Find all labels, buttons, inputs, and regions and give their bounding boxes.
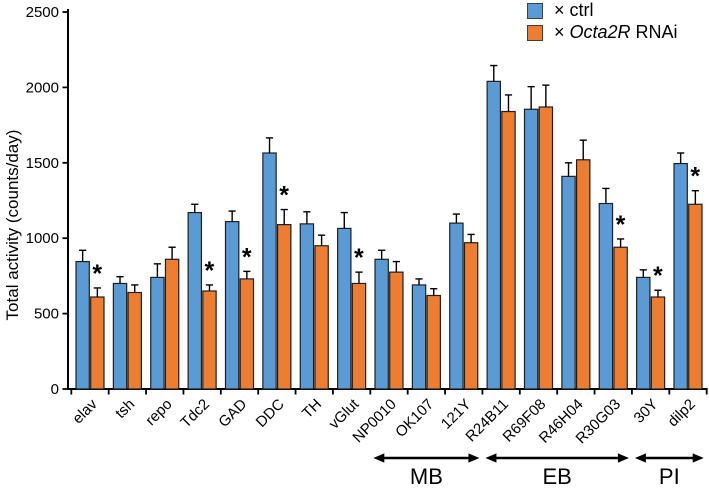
y-tick-label: 2500	[26, 4, 59, 21]
bar-ctrl-R24B11	[486, 80, 502, 390]
legend: × ctrl × Octa2R RNAi	[527, 0, 678, 42]
y-axis-title: Total activity (counts/day)	[3, 129, 22, 321]
bar-rnai-elav	[90, 296, 105, 390]
bar-rnai-vGlut	[351, 282, 367, 390]
arrow-head-left-icon	[634, 453, 646, 463]
bar-ctrl-30Y	[636, 276, 651, 390]
bar-rnai-R69F08	[538, 106, 554, 390]
bar-rnai-30Y	[650, 296, 666, 390]
legend-label-ctrl: × ctrl	[554, 0, 594, 20]
bar-ctrl-DDC	[262, 152, 277, 390]
x-tick-label-tsh: tsh	[112, 396, 138, 422]
bar-rnai-GAD	[239, 278, 255, 390]
significance-asterisk-GAD: *	[242, 243, 252, 271]
significance-asterisk-elav: *	[92, 260, 102, 288]
significance-asterisk-vGlut: *	[354, 244, 364, 272]
arrow-head-left-icon	[373, 453, 385, 463]
legend-cross-symbol: ×	[554, 0, 570, 20]
y-tick-label: 2000	[26, 79, 59, 96]
bar-ctrl-tsh	[112, 282, 128, 390]
group-label-PI: PI	[659, 464, 680, 488]
x-tick-label-repo: repo	[142, 396, 175, 429]
significance-asterisk-R30G03: *	[616, 211, 626, 239]
arrow-head-right-icon	[468, 453, 480, 463]
x-tick-label-Tdc2: Tdc2	[177, 396, 213, 432]
y-tick-label: 500	[34, 306, 59, 323]
bar-ctrl-R30G03	[598, 202, 614, 390]
bar-rnai-R30G03	[613, 246, 628, 390]
y-tick-label: 1000	[26, 230, 59, 247]
bar-ctrl-121Y	[449, 222, 464, 390]
legend-swatch-ctrl-icon	[527, 2, 543, 19]
bar-ctrl-GAD	[224, 221, 240, 390]
bar-rnai-dilp2	[688, 203, 703, 390]
group-label-MB: MB	[410, 464, 443, 488]
bar-rnai-repo	[164, 258, 180, 390]
significance-asterisk-Tdc2: *	[204, 257, 214, 285]
x-tick-label-elav: elav	[69, 395, 101, 427]
bar-ctrl-R46H04	[561, 175, 576, 390]
y-tick-label: 1500	[26, 155, 59, 172]
bar-rnai-NP0010	[389, 271, 404, 390]
x-tick-label-OK107: OK107	[392, 396, 437, 441]
arrow-head-right-icon	[692, 453, 704, 463]
bar-ctrl-NP0010	[374, 258, 389, 390]
bar-ctrl-vGlut	[337, 227, 352, 390]
x-tick-label-30Y: 30Y	[631, 396, 662, 427]
bar-rnai-121Y	[463, 242, 479, 390]
x-tick-label-TH: TH	[299, 396, 325, 422]
legend-label-rnai: × Octa2R RNAi	[554, 22, 678, 42]
legend-item-ctrl: × ctrl	[527, 0, 678, 20]
x-tick-label-dilp2: dilp2	[664, 396, 698, 430]
significance-asterisk-30Y: *	[653, 262, 663, 290]
bar-rnai-R46H04	[575, 159, 591, 390]
bar-ctrl-elav	[75, 260, 90, 390]
bar-ctrl-OK107	[411, 284, 427, 390]
bar-ctrl-Tdc2	[187, 211, 203, 390]
legend-item-octa2r-rnai: × Octa2R RNAi	[527, 22, 678, 42]
group-label-EB: EB	[543, 464, 572, 488]
bar-rnai-tsh	[127, 291, 142, 390]
legend-italic-part: Octa2R	[569, 22, 631, 42]
legend-text: RNAi	[630, 22, 678, 42]
bar-ctrl-R69F08	[523, 108, 539, 390]
y-tick-label: 0	[51, 381, 59, 398]
bar-ctrl-dilp2	[673, 162, 688, 390]
legend-cross-symbol: ×	[554, 22, 570, 42]
bar-rnai-DDC	[276, 224, 292, 390]
x-tick-label-GAD: GAD	[215, 396, 250, 431]
significance-asterisk-dilp2: *	[690, 163, 700, 191]
legend-swatch-rnai-icon	[527, 24, 543, 41]
x-tick-label-DDC: DDC	[253, 396, 288, 431]
arrow-head-left-icon	[485, 453, 497, 463]
bar-rnai-OK107	[426, 294, 441, 390]
bar-rnai-Tdc2	[202, 290, 217, 390]
bar-rnai-TH	[314, 245, 329, 390]
bar-rnai-R24B11	[501, 110, 516, 390]
legend-text: ctrl	[569, 0, 594, 20]
significance-asterisk-DDC: *	[279, 182, 289, 210]
bar-ctrl-TH	[299, 223, 315, 390]
arrow-head-right-icon	[617, 453, 629, 463]
bar-ctrl-repo	[150, 276, 165, 390]
